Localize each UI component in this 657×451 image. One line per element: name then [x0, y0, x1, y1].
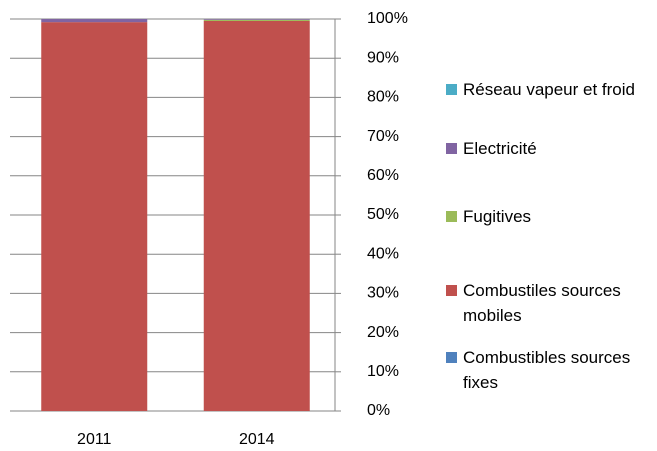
- legend-swatch: [446, 352, 457, 363]
- y-tick-label: 50%: [367, 206, 399, 223]
- legend-entry: Combustibles sources fixes: [446, 345, 646, 395]
- bar-segment: [203, 19, 310, 21]
- legend-entry: Réseau vapeur et froid: [446, 77, 646, 102]
- y-tick-label: 90%: [367, 49, 399, 66]
- legend-swatch: [446, 285, 457, 296]
- y-tick-label: 60%: [367, 167, 399, 184]
- bar-segment: [203, 19, 310, 20]
- legend-swatch: [446, 211, 457, 222]
- x-tick-label: 2014: [239, 431, 275, 448]
- y-tick-label: 40%: [367, 245, 399, 262]
- legend-label: Réseau vapeur et froid: [463, 80, 635, 99]
- legend-entry: Fugitives: [446, 204, 646, 229]
- y-tick-label: 80%: [367, 89, 399, 106]
- y-tick-label: 30%: [367, 285, 399, 302]
- y-tick-label: 100%: [367, 10, 408, 27]
- legend-entry: Electricité: [446, 136, 646, 161]
- y-tick-label: 10%: [367, 363, 399, 380]
- legend-label: Combustiles sources mobiles: [463, 281, 621, 325]
- bar-segment: [41, 22, 148, 412]
- y-tick-label: 0%: [367, 402, 390, 419]
- x-tick-label: 2011: [77, 431, 112, 448]
- legend-swatch: [446, 143, 457, 154]
- y-tick-label: 70%: [367, 128, 399, 145]
- legend-entry: Combustiles sources mobiles: [446, 278, 646, 328]
- bar-segment: [41, 19, 148, 23]
- legend-label: Electricité: [463, 139, 537, 158]
- legend-swatch: [446, 84, 457, 95]
- y-tick-label: 20%: [367, 324, 399, 341]
- legend-label: Combustibles sources fixes: [463, 348, 631, 392]
- bar-segment: [203, 20, 310, 412]
- legend-label: Fugitives: [463, 207, 532, 226]
